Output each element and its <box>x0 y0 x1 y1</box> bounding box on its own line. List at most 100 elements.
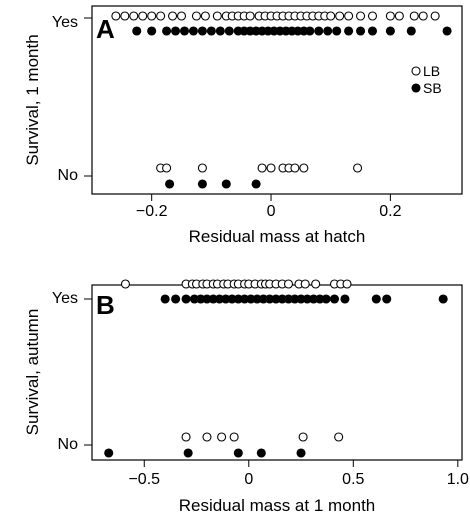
panel-a-frame <box>91 5 463 195</box>
panel-a-point-lb <box>353 163 363 173</box>
panel-a-point-lb <box>355 11 366 21</box>
panel-b-xtick-label: 1.0 <box>447 471 469 488</box>
panel-a-point-lb <box>191 11 201 21</box>
panel-a-point-sb <box>305 26 315 36</box>
panel-b-xtick-label: −0.5 <box>128 471 160 488</box>
panel-a-point-sb <box>215 26 225 36</box>
panel-b-xtick-label: 0 <box>244 471 253 488</box>
panel-a-point-lb <box>430 11 440 21</box>
panel-a-point-lb <box>290 163 300 173</box>
panel-a-point-lb <box>120 11 130 21</box>
panel-a-point-lb <box>162 163 172 173</box>
panel-b-ytick-yes: Yes <box>52 290 78 307</box>
panel-b-point-lb <box>229 432 239 442</box>
panel-a-point-lb <box>138 11 148 21</box>
panel-a-point-lb <box>245 11 255 21</box>
panel-a-ytick-no: No <box>58 167 79 184</box>
panel-b-point-lb <box>217 432 227 442</box>
panel-a-point-lb <box>385 11 395 21</box>
panel-a-point-lb <box>394 11 404 21</box>
panel-a-point-lb <box>200 11 210 21</box>
panel-b-frame <box>91 284 463 461</box>
panel-a-point-lb <box>197 163 207 173</box>
panel-b-xticks: −0.5 0 0.5 1.0 <box>128 460 469 488</box>
panel-a-ytick-yes: Yes <box>52 14 78 31</box>
panel-b-point-lb <box>181 432 191 442</box>
panel-a-point-lb <box>326 11 336 21</box>
legend-lb-label: LB <box>423 63 440 79</box>
panel-a-point-sb <box>206 26 216 36</box>
panel-a-point-sb <box>323 26 333 36</box>
panel-b-point-sb <box>438 294 448 304</box>
panel-a-point-lb <box>367 11 378 21</box>
panel-a-xticks: −0.2 0 0.2 <box>136 194 402 220</box>
panel-b-point-sb <box>256 448 266 458</box>
panel-a-point-lb <box>156 11 166 21</box>
panel-b-point-sb <box>181 294 191 304</box>
panel-b-point-lb <box>202 432 212 442</box>
panel-a-point-lb <box>266 163 276 173</box>
legend-lb-marker <box>411 66 421 76</box>
panel-b-point-sb <box>371 294 381 304</box>
panel-a-xlabel: Residual mass at hatch <box>189 227 366 246</box>
panel-a-point-sb <box>367 26 378 36</box>
panel-a: A Yes No Residual mass at hatch Survival… <box>23 5 463 246</box>
panel-a-xtick-label: 0 <box>267 203 276 220</box>
panel-a-point-sb <box>332 26 342 36</box>
panel-b-point-lb <box>300 279 310 289</box>
panel-a-point-sb <box>179 26 190 36</box>
panel-a-point-sb <box>385 26 395 36</box>
panel-a-points <box>111 11 452 189</box>
panel-a-point-sb <box>251 179 261 189</box>
panel-a-point-sb <box>132 26 142 36</box>
panel-a-point-sb <box>406 26 416 36</box>
legend: LB SB <box>411 63 442 96</box>
panel-b-letter: B <box>96 290 115 320</box>
panel-b-point-lb <box>342 279 352 289</box>
panel-b-point-lb <box>120 279 130 289</box>
panel-a-xtick-label: −0.2 <box>136 203 168 220</box>
panel-b-point-sb <box>321 294 331 304</box>
panel-b-ylabel: Survival, autumn <box>23 309 42 436</box>
panel-a-point-sb <box>197 179 207 189</box>
panel-a-xtick-label: 0.2 <box>379 203 401 220</box>
panel-b-point-sb <box>183 448 193 458</box>
panel-b-point-sb <box>233 448 243 458</box>
panel-a-point-lb <box>147 11 157 21</box>
panel-a-point-lb <box>409 11 419 21</box>
panel-b-points <box>104 279 448 458</box>
panel-a-point-lb <box>418 11 428 21</box>
panel-b-point-sb <box>382 294 392 304</box>
legend-sb-marker <box>411 83 421 93</box>
panel-a-point-lb <box>129 11 139 21</box>
legend-sb-label: SB <box>423 80 442 96</box>
panel-b-point-sb <box>296 448 306 458</box>
panel-b-point-sb <box>104 448 114 458</box>
panel-b: B Yes No Residual mass at 1 month Surviv… <box>23 279 469 515</box>
panel-a-point-lb <box>335 11 345 21</box>
panel-a-point-lb <box>257 163 267 173</box>
panel-b-point-lb <box>334 432 344 442</box>
panel-a-point-lb <box>344 11 354 21</box>
panel-b-point-sb <box>329 294 340 304</box>
panel-a-point-lb <box>168 11 178 21</box>
panel-a-point-sb <box>344 26 354 36</box>
panel-a-point-sb <box>224 26 234 36</box>
panel-b-ytick-no: No <box>58 436 79 453</box>
panel-a-point-sb <box>170 26 181 36</box>
panel-a-point-lb <box>176 11 187 21</box>
panel-a-point-sb <box>147 26 157 36</box>
panel-a-point-sb <box>162 26 172 36</box>
panel-a-point-lb <box>111 11 121 21</box>
panel-b-point-sb <box>160 294 170 304</box>
panel-a-point-lb <box>299 163 309 173</box>
panel-b-point-lb <box>298 432 308 442</box>
panel-b-point-sb <box>171 294 181 304</box>
panel-a-point-sb <box>165 179 175 189</box>
panel-a-point-sb <box>221 179 231 189</box>
panel-a-point-sb <box>355 26 366 36</box>
panel-a-letter: A <box>96 14 115 44</box>
panel-b-xlabel: Residual mass at 1 month <box>179 496 376 515</box>
panel-a-point-lb <box>212 11 222 21</box>
